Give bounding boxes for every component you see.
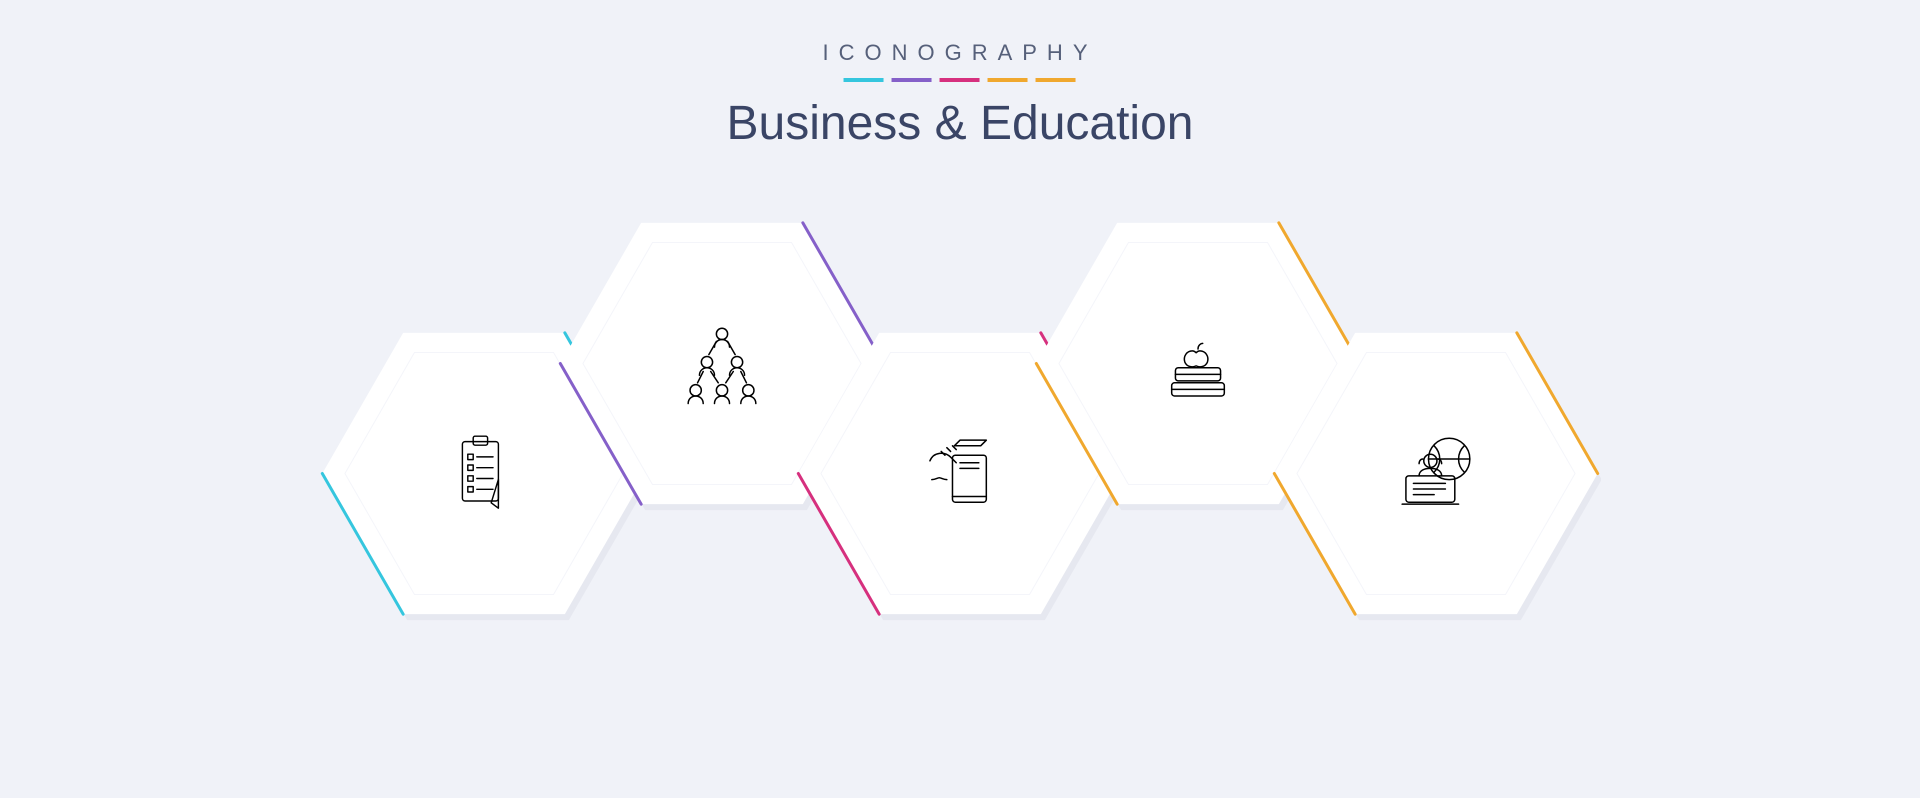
canvas: ICONOGRAPHY Business & Education xyxy=(0,0,1920,798)
brand-label: ICONOGRAPHY xyxy=(727,40,1194,66)
page-title: Business & Education xyxy=(727,96,1194,151)
brand-underline xyxy=(727,78,1194,82)
hexagon-row xyxy=(365,270,1555,567)
header: ICONOGRAPHY Business & Education xyxy=(727,40,1194,151)
hex-card-5 xyxy=(1271,325,1601,622)
online-operator-icon xyxy=(1271,325,1601,622)
